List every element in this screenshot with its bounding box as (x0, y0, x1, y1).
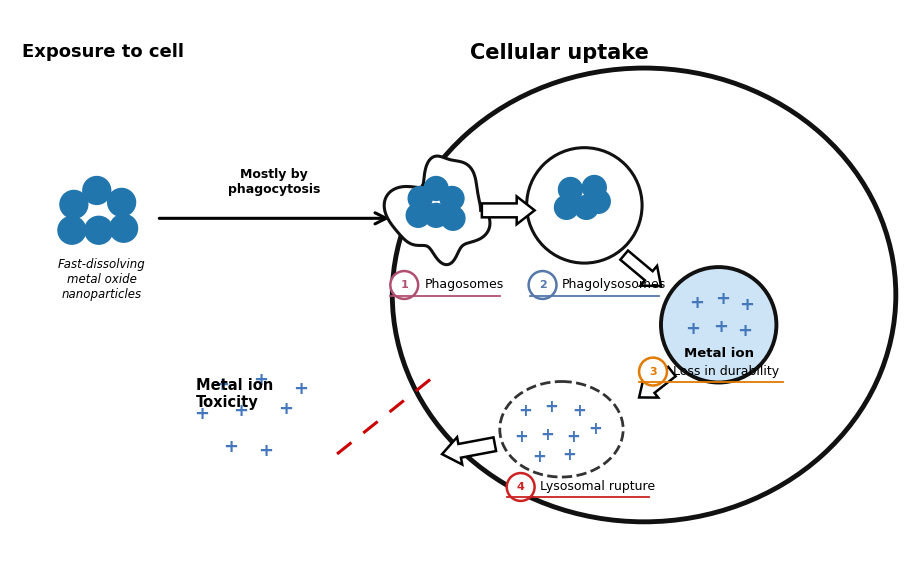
Text: +: + (533, 448, 547, 466)
Circle shape (424, 204, 448, 227)
Text: Phagolysosomes: Phagolysosomes (561, 278, 666, 291)
Text: +: + (223, 438, 239, 456)
Circle shape (110, 214, 137, 242)
Text: Metal ion: Metal ion (684, 346, 754, 359)
Circle shape (582, 176, 607, 200)
Text: 4: 4 (517, 482, 525, 492)
Text: +: + (689, 294, 705, 312)
Text: 3: 3 (649, 367, 656, 376)
Ellipse shape (499, 382, 623, 477)
Text: +: + (567, 428, 580, 446)
Circle shape (406, 204, 430, 227)
Circle shape (84, 217, 113, 244)
Circle shape (555, 196, 578, 219)
Circle shape (661, 267, 776, 383)
Circle shape (575, 196, 598, 219)
Text: 1: 1 (400, 280, 408, 290)
Circle shape (639, 358, 667, 386)
Text: +: + (253, 370, 269, 388)
Text: +: + (739, 296, 754, 314)
Circle shape (528, 271, 557, 299)
Circle shape (424, 176, 448, 200)
Text: +: + (518, 403, 533, 420)
Text: Fast-dissolving
metal oxide
nanoparticles: Fast-dissolving metal oxide nanoparticle… (58, 258, 145, 301)
Text: +: + (515, 428, 528, 446)
Text: +: + (686, 320, 700, 338)
Text: +: + (540, 426, 555, 445)
Text: Phagosomes: Phagosomes (425, 278, 504, 291)
Circle shape (390, 271, 419, 299)
Text: +: + (716, 290, 730, 308)
Polygon shape (442, 437, 496, 464)
Polygon shape (639, 367, 676, 397)
Circle shape (507, 473, 535, 501)
Polygon shape (482, 196, 535, 225)
Text: 2: 2 (538, 280, 547, 290)
Circle shape (108, 188, 135, 217)
Text: +: + (233, 403, 249, 420)
Text: +: + (713, 318, 728, 336)
Circle shape (558, 177, 582, 201)
Circle shape (441, 206, 465, 230)
Text: +: + (572, 403, 587, 420)
Text: +: + (545, 399, 558, 416)
Text: +: + (293, 380, 308, 399)
Circle shape (527, 147, 642, 263)
Circle shape (587, 189, 610, 213)
Text: Metal ion
Toxicity: Metal ion Toxicity (196, 378, 273, 410)
Circle shape (60, 191, 88, 218)
Text: Exposure to cell: Exposure to cell (22, 43, 184, 61)
Text: +: + (213, 375, 229, 393)
Text: Mostly by
phagocytosis: Mostly by phagocytosis (228, 168, 321, 196)
Circle shape (409, 187, 432, 210)
Polygon shape (620, 251, 661, 286)
Circle shape (440, 187, 464, 210)
Text: +: + (259, 442, 273, 460)
Text: Lysosomal rupture: Lysosomal rupture (539, 480, 655, 493)
Circle shape (83, 176, 111, 204)
Text: +: + (193, 405, 209, 424)
Text: Cellular uptake: Cellular uptake (470, 43, 649, 63)
Text: +: + (562, 446, 577, 464)
Text: +: + (279, 400, 293, 418)
Circle shape (58, 217, 86, 244)
Polygon shape (384, 156, 490, 265)
Text: +: + (737, 321, 752, 340)
Text: +: + (588, 420, 602, 438)
Text: Loss in durability: Loss in durability (673, 365, 779, 378)
